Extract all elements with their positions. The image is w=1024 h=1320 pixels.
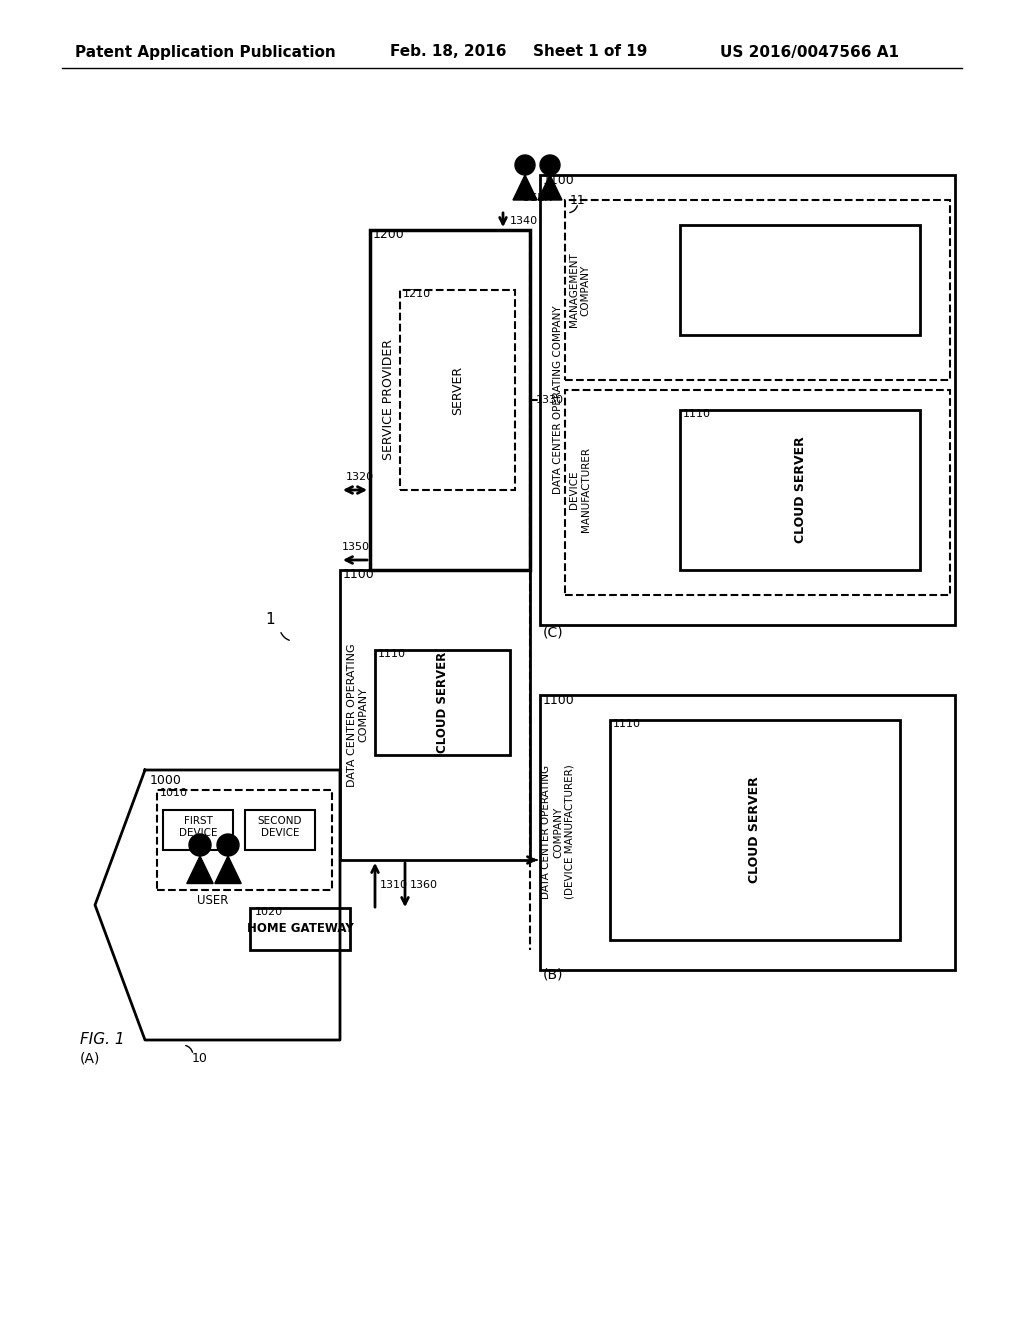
Text: Patent Application Publication: Patent Application Publication bbox=[75, 45, 336, 59]
Text: US 2016/0047566 A1: US 2016/0047566 A1 bbox=[720, 45, 899, 59]
Text: 10: 10 bbox=[193, 1052, 208, 1064]
Bar bbox=[245, 810, 315, 850]
Text: 1310: 1310 bbox=[380, 880, 408, 890]
Bar bbox=[375, 649, 510, 755]
Text: USER: USER bbox=[522, 193, 552, 203]
Text: 1110: 1110 bbox=[683, 409, 711, 418]
Text: Sheet 1 of 19: Sheet 1 of 19 bbox=[534, 45, 647, 59]
Text: 1210: 1210 bbox=[403, 289, 431, 300]
Text: FIRST: FIRST bbox=[183, 816, 212, 826]
Bar bbox=[610, 719, 900, 940]
Text: DEVICE
MANUFACTURER: DEVICE MANUFACTURER bbox=[569, 447, 591, 532]
Text: 1100: 1100 bbox=[543, 693, 574, 706]
Bar bbox=[163, 810, 233, 850]
Text: 1020: 1020 bbox=[255, 907, 283, 917]
Text: 1000: 1000 bbox=[150, 774, 182, 787]
Text: DEVICE: DEVICE bbox=[261, 828, 299, 838]
Bar bbox=[565, 201, 950, 380]
Text: 1360: 1360 bbox=[410, 880, 438, 890]
Text: 11: 11 bbox=[570, 194, 586, 206]
Text: DATA CENTER OPERATING COMPANY: DATA CENTER OPERATING COMPANY bbox=[553, 306, 563, 494]
Bar bbox=[370, 230, 530, 570]
Text: 1330: 1330 bbox=[536, 395, 564, 405]
Text: Feb. 18, 2016: Feb. 18, 2016 bbox=[390, 45, 507, 59]
Text: 1100: 1100 bbox=[543, 173, 574, 186]
Text: (C): (C) bbox=[543, 624, 563, 639]
Circle shape bbox=[515, 154, 535, 176]
Bar bbox=[250, 908, 350, 950]
Text: 1110: 1110 bbox=[613, 719, 641, 729]
Bar bbox=[680, 224, 920, 335]
Circle shape bbox=[540, 154, 560, 176]
Polygon shape bbox=[186, 855, 213, 883]
Text: HOME GATEWAY: HOME GATEWAY bbox=[247, 923, 353, 936]
Bar bbox=[680, 411, 920, 570]
Circle shape bbox=[189, 834, 211, 855]
Text: 1340: 1340 bbox=[510, 216, 539, 226]
Text: DEVICE: DEVICE bbox=[179, 828, 217, 838]
Text: (A): (A) bbox=[80, 1051, 100, 1065]
Text: 1320: 1320 bbox=[346, 473, 374, 482]
Bar bbox=[400, 290, 515, 490]
Text: 1: 1 bbox=[265, 612, 274, 627]
Circle shape bbox=[217, 834, 239, 855]
Text: CLOUD SERVER: CLOUD SERVER bbox=[749, 776, 762, 883]
Text: FIG. 1: FIG. 1 bbox=[80, 1032, 125, 1048]
Text: DATA CENTER OPERATING
COMPANY
(DEVICE MANUFACTURER): DATA CENTER OPERATING COMPANY (DEVICE MA… bbox=[542, 764, 574, 899]
Bar bbox=[565, 389, 950, 595]
Text: CLOUD SERVER: CLOUD SERVER bbox=[436, 651, 450, 752]
Text: MANAGEMENT
COMPANY: MANAGEMENT COMPANY bbox=[569, 252, 591, 327]
Text: SERVICE PROVIDER: SERVICE PROVIDER bbox=[382, 339, 394, 461]
Text: DATA CENTER OPERATING
COMPANY: DATA CENTER OPERATING COMPANY bbox=[347, 643, 369, 787]
Text: 1110: 1110 bbox=[378, 649, 406, 659]
Text: 1200: 1200 bbox=[373, 228, 404, 242]
Polygon shape bbox=[538, 176, 562, 201]
Text: 1350: 1350 bbox=[342, 543, 370, 552]
Text: SECOND: SECOND bbox=[258, 816, 302, 826]
Polygon shape bbox=[215, 855, 242, 883]
Text: SERVER: SERVER bbox=[452, 366, 465, 414]
Text: (B): (B) bbox=[543, 968, 563, 982]
Bar bbox=[340, 570, 530, 861]
Bar bbox=[540, 176, 955, 624]
Bar bbox=[157, 789, 332, 890]
Polygon shape bbox=[513, 176, 537, 201]
Text: 1100: 1100 bbox=[343, 569, 375, 582]
Text: USER: USER bbox=[198, 894, 228, 907]
Bar bbox=[540, 696, 955, 970]
Text: 1010: 1010 bbox=[160, 788, 188, 799]
Text: CLOUD SERVER: CLOUD SERVER bbox=[794, 437, 807, 544]
